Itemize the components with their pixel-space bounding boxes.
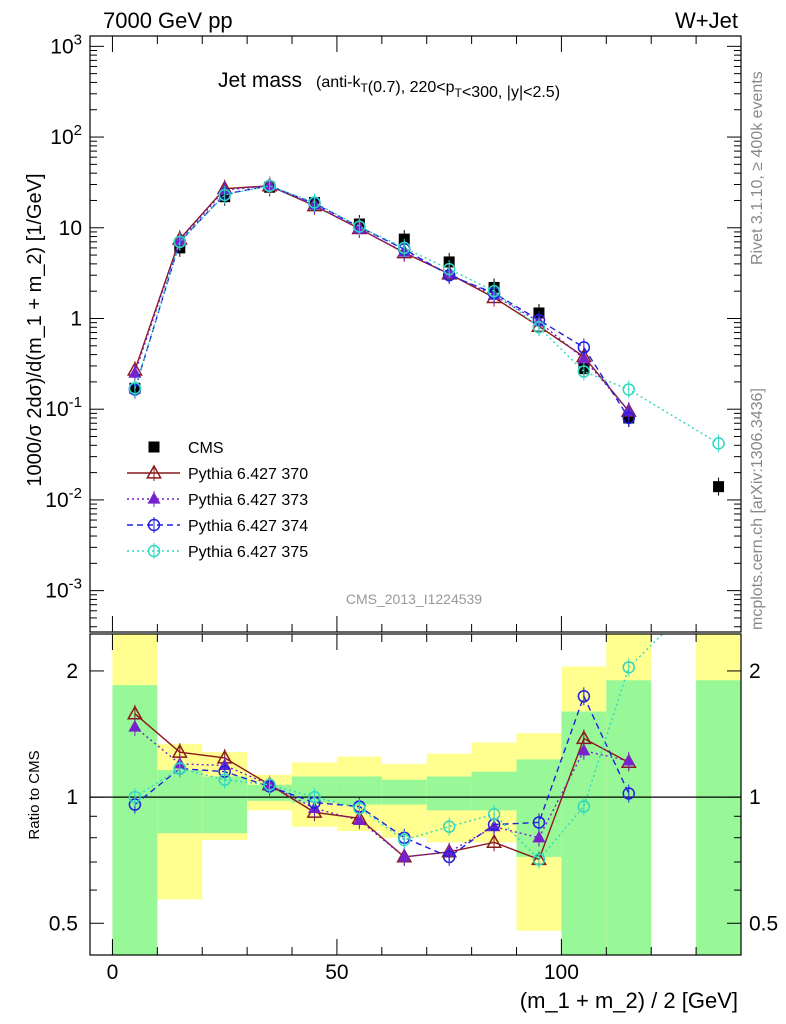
main-line-pythia-6-427-375 [134,185,719,444]
legend-label: Pythia 6.427 370 [188,466,308,483]
ratio-line-pythia-6-427-374 [134,694,630,858]
legend-marker [146,464,162,479]
ratio-point [398,833,411,847]
ratio-y-tick-label-right: 0.5 [749,912,778,935]
y-tick-label: 102 [50,122,82,149]
chart-title-sub: (anti-kT(0.7), 220<pT<300, |y|<2.5) [316,74,560,101]
analysis-watermark: CMS_2013_I1224539 [346,591,482,607]
band-green [426,776,472,811]
legend-label: Pythia 6.427 373 [188,492,308,509]
x-tick-label: 100 [544,961,579,984]
ratio-point [352,813,366,825]
ratio-point [353,802,366,815]
y-tick-label: 1 [70,307,82,330]
main-point [622,411,636,425]
rivet-version-label: Rivet 3.1.10, ≥ 400k events [749,71,766,265]
chart-title: Jet mass (anti-kT(0.7), 220<pT<300, |y|<… [218,69,560,101]
ratio-point [397,849,411,862]
legend-marker [147,491,161,504]
legend-marker [147,518,161,532]
ratio-y-tick-label: 1 [66,786,78,809]
chart-title-main: Jet mass [218,69,302,92]
x-tick-label: 50 [325,961,348,984]
main-point [308,196,321,209]
ratio-point [263,778,276,792]
main-point [577,365,591,378]
ratio-point [577,800,591,813]
band-green [471,771,517,811]
ratio-y-tick-label: 0.5 [49,912,78,935]
y-tick-label: 10-2 [45,485,82,512]
mcplots-label: mcplots.cern.ch [arXiv:1306.3436] [749,388,766,630]
ratio-point [173,762,187,775]
ratio-point [486,833,502,848]
main-point [218,188,231,202]
main-line-pythia-6-427-370 [134,185,630,412]
main-point [577,341,591,354]
legend-marker [147,544,161,558]
ratio-line-pythia-6-427-373 [134,726,629,858]
legend-label: CMS [188,440,224,457]
main-plot-frame [89,35,742,633]
main-point [442,262,456,276]
ratio-point [442,820,456,833]
ratio-point [532,853,546,866]
main-point [713,481,725,493]
ratio-line-pythia-6-427-370 [134,713,630,861]
main-point [622,383,636,396]
main-point [487,284,501,298]
main-point [532,321,546,334]
y-axis-title: 1000/σ 2dσ)/d(m_1 + m_2) [1/GeV] [24,173,46,486]
legend: CMS Pythia 6.427 370 Pythia 6.427 373 Pythi… [127,440,308,561]
ratio-y-tick-label-right: 1 [749,786,761,809]
ratio-point [442,850,456,864]
main-point [128,382,142,395]
y-tick-label: 10 [59,217,82,240]
band-green [157,770,203,834]
x-tick-label: 0 [107,961,119,984]
legend-marker [148,441,160,453]
ratio-point [577,690,591,703]
main-point [353,220,366,233]
ratio-point [577,743,591,756]
ratio-point [487,808,501,821]
ratio-point [128,790,142,804]
main-point [712,437,725,450]
ratio-point [218,773,231,787]
y-tick-label: 10-3 [45,576,82,603]
ratio-point [622,787,636,800]
x-axis-title: (m_1 + m_2) / 2 [GeV] [520,988,738,1013]
ratio-point [532,830,546,843]
band-green [381,779,427,805]
y-tick-label: 103 [50,31,82,58]
ratio-point [622,753,636,766]
main-point [263,179,276,193]
main-line-pythia-6-427-374 [134,185,630,419]
header-right: W+Jet [675,8,738,33]
main-line-pythia-6-427-373 [134,185,630,412]
legend-label: Pythia 6.427 374 [188,518,308,535]
main-point [398,241,411,255]
ratio-point [128,719,142,732]
main-point [173,235,187,249]
ratio-y-axis-title: Ratio to CMS [26,750,43,839]
y-tick-label: 10-1 [45,394,82,421]
ratio-point [668,618,679,629]
main-point [128,366,142,378]
ratio-y-tick-label-right: 2 [749,660,761,683]
ratio-plot-frame [89,633,742,956]
band-green [606,680,652,955]
band-green [696,680,741,955]
ratio-point [308,790,321,804]
ratio-point [622,661,636,674]
ratio-point [532,816,546,829]
legend-label: Pythia 6.427 375 [188,544,308,561]
ratio-y-tick-label: 2 [66,660,78,683]
header-left: 7000 GeV pp [103,8,233,33]
